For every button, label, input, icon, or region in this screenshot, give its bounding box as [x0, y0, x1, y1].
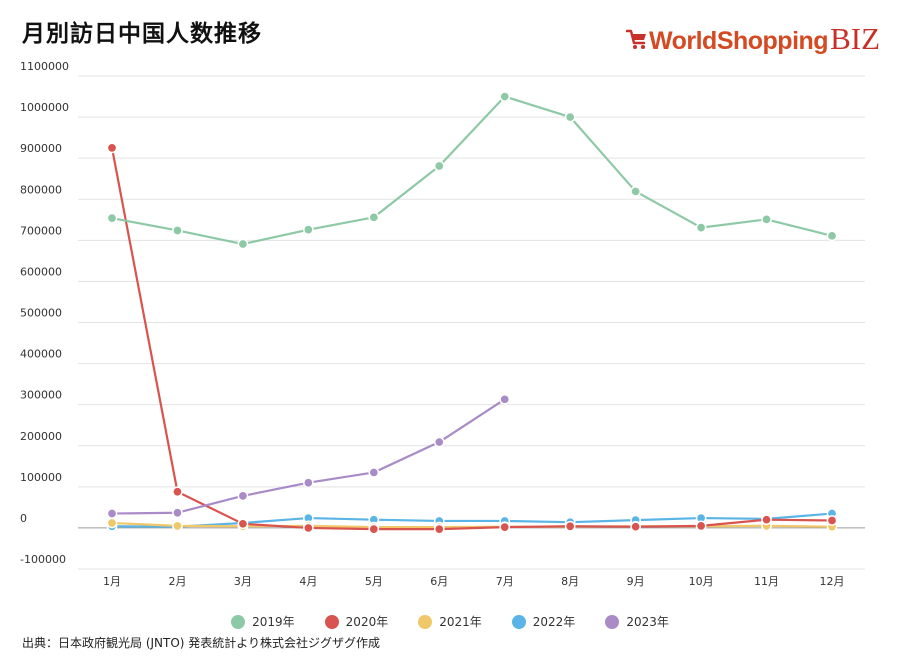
legend-label: 2019年 — [252, 615, 295, 629]
data-point — [106, 142, 118, 154]
y-tick-label: 900000 — [20, 142, 62, 155]
logo-biz: BIZ — [830, 21, 880, 56]
y-tick-label: 0 — [20, 512, 27, 525]
data-point — [368, 467, 380, 478]
y-tick-label: 600000 — [20, 265, 62, 278]
x-tick-label: 1月 — [103, 575, 121, 588]
legend-label: 2023年 — [626, 615, 669, 629]
data-point — [499, 91, 511, 102]
y-tick-label: 300000 — [20, 389, 62, 402]
legend-item: 2020年 — [324, 613, 389, 630]
data-point — [237, 490, 249, 502]
data-point — [303, 224, 314, 236]
x-tick-label: 5月 — [365, 575, 383, 588]
legend-swatch — [605, 614, 620, 629]
worldshopping-biz-logo: WorldShopping BIZ — [625, 10, 880, 56]
data-point — [630, 186, 641, 197]
data-point — [695, 520, 707, 532]
data-point — [761, 214, 772, 225]
legend-label: 2022年 — [532, 615, 576, 629]
data-point — [303, 477, 314, 489]
legend-label: 2021年 — [439, 615, 482, 629]
x-tick-label: 7月 — [496, 575, 514, 588]
logo-text: WorldShopping — [648, 27, 829, 55]
cart-icon — [625, 29, 646, 49]
data-point — [106, 212, 118, 224]
data-point — [433, 160, 445, 172]
x-tick-label: 3月 — [234, 575, 252, 588]
series-line — [111, 95, 833, 246]
series-1 — [106, 142, 838, 535]
legend-item: 2019年 — [231, 613, 295, 630]
data-point — [172, 507, 183, 519]
data-point — [237, 238, 249, 250]
series-4 — [106, 393, 511, 519]
data-point — [826, 515, 838, 526]
y-tick-label: 1100000 — [20, 60, 69, 73]
x-tick-label: 4月 — [299, 575, 317, 588]
legend-swatch — [231, 614, 246, 629]
data-point — [499, 393, 511, 405]
legend-swatch — [418, 614, 433, 629]
data-point — [303, 522, 314, 534]
x-axis-labels: 1月 2月 3月 4月 5月 6月 7月 8月 9月 10月 11月 12月 — [103, 575, 845, 588]
x-tick-label: 12月 — [820, 575, 845, 588]
data-point — [172, 225, 183, 236]
legend-item: 2021年 — [418, 613, 482, 630]
data-point — [761, 514, 772, 526]
data-point — [106, 508, 118, 519]
data-point — [106, 517, 118, 529]
data-point — [630, 521, 641, 533]
data-point — [368, 211, 380, 223]
series-line — [111, 521, 833, 529]
data-point — [499, 521, 511, 533]
y-tick-label: 500000 — [20, 307, 62, 320]
y-axis-labels: 1100000100000090000080000070000060000050… — [20, 60, 69, 566]
data-point — [237, 518, 249, 530]
y-tick-label: 200000 — [20, 430, 62, 443]
y-tick-label: 1000000 — [20, 101, 69, 114]
data-point — [564, 111, 576, 123]
x-tick-label: 6月 — [430, 575, 448, 588]
y-tick-label: 100000 — [20, 471, 62, 484]
y-tick-label: 400000 — [20, 348, 62, 361]
data-point — [826, 230, 838, 242]
data-point — [433, 523, 445, 535]
x-tick-label: 11月 — [754, 575, 779, 588]
legend-item: 2023年 — [605, 613, 669, 630]
chart-title: 月別訪日中国人数推移 — [22, 21, 262, 47]
y-tick-label: -100000 — [20, 553, 66, 566]
y-tick-label: 700000 — [20, 224, 62, 237]
data-point — [695, 222, 707, 233]
series-line — [111, 512, 833, 528]
legend-label: 2020年 — [345, 615, 389, 629]
data-point — [564, 520, 576, 532]
data-point — [433, 436, 445, 448]
data-point — [368, 523, 380, 535]
legend: 2019年 2020年 2021年 2022年 2023年 — [0, 613, 900, 630]
x-tick-label: 2月 — [168, 575, 186, 588]
data-point — [172, 486, 183, 498]
series-lines — [106, 91, 838, 535]
x-tick-label: 8月 — [561, 575, 579, 588]
line-chart: 1100000100000090000080000070000060000050… — [20, 60, 865, 588]
legend-item: 2022年 — [511, 613, 576, 630]
series-0 — [106, 91, 838, 250]
y-tick-label: 800000 — [20, 183, 62, 196]
x-tick-label: 10月 — [689, 575, 714, 588]
grid-lines — [78, 75, 865, 570]
legend-swatch — [324, 614, 339, 629]
data-point — [172, 520, 183, 532]
x-tick-label: 9月 — [627, 575, 645, 588]
legend-swatch — [511, 614, 526, 629]
series-line — [110, 147, 833, 531]
source-note: 出典：日本政府観光局 (JNTO) 発表統計より株式会社ジグザグ作成 — [22, 636, 381, 650]
